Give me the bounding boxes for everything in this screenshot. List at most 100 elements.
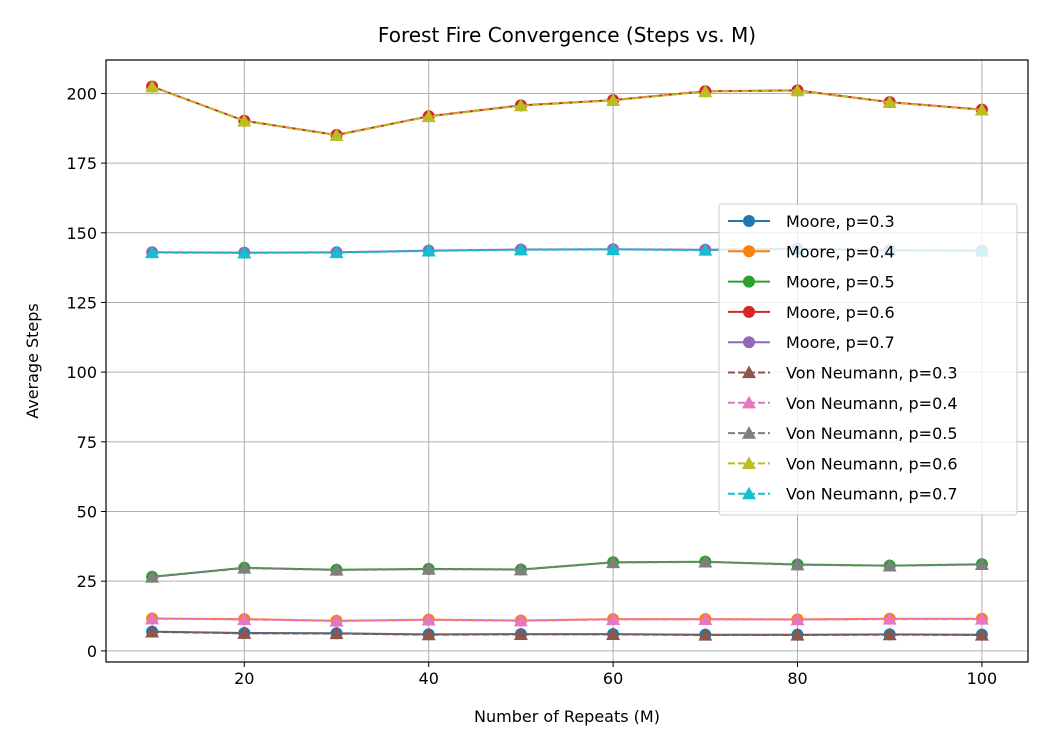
legend-label: Von Neumann, p=0.4	[786, 394, 958, 413]
y-tick-label: 150	[66, 224, 97, 243]
data-point	[145, 624, 160, 638]
legend-marker	[742, 456, 756, 469]
x-tick-label: 60	[603, 669, 623, 688]
data-point	[513, 613, 528, 627]
data-point	[790, 557, 805, 571]
series-9	[145, 79, 989, 141]
data-point	[145, 569, 160, 583]
y-tick-label: 25	[77, 572, 97, 591]
data-point	[790, 627, 805, 641]
data-point	[329, 245, 344, 259]
data-point	[606, 627, 621, 641]
legend-entry: Von Neumann, p=0.5	[728, 424, 958, 443]
data-point	[329, 614, 344, 627]
data-point	[145, 611, 160, 625]
legend-marker	[743, 275, 755, 288]
data-point	[421, 243, 436, 257]
data-point	[974, 612, 989, 625]
data-point	[606, 242, 621, 256]
data-point	[698, 243, 713, 256]
legend-entry: Moore, p=0.6	[728, 303, 895, 322]
data-point	[882, 612, 897, 625]
data-point	[513, 98, 528, 112]
legend-label: Von Neumann, p=0.5	[786, 424, 958, 443]
data-point	[513, 242, 528, 256]
legend-marker	[743, 305, 755, 318]
data-point	[882, 627, 897, 641]
data-point	[421, 612, 436, 626]
data-point	[790, 612, 805, 626]
series-6	[145, 624, 989, 641]
data-point	[329, 626, 344, 640]
legend-marker	[742, 395, 756, 409]
data-point	[237, 245, 252, 259]
legend-entry: Moore, p=0.3	[728, 212, 895, 231]
data-point	[145, 79, 160, 93]
legend-label: Von Neumann, p=0.3	[786, 364, 958, 383]
legend-label: Moore, p=0.7	[786, 333, 895, 352]
y-axis-label: Average Steps	[23, 303, 42, 419]
y-tick-label: 50	[77, 503, 97, 522]
data-point	[237, 114, 252, 127]
data-point	[421, 562, 436, 575]
legend-marker	[742, 426, 756, 439]
data-point	[421, 627, 436, 641]
y-tick-label: 0	[87, 642, 97, 661]
legend-label: Moore, p=0.5	[786, 273, 895, 292]
plot-series	[145, 79, 989, 641]
series-7	[145, 611, 989, 627]
data-point	[974, 627, 989, 641]
chart-title: Forest Fire Convergence (Steps vs. M)	[378, 23, 756, 47]
x-tick-label: 100	[967, 669, 998, 688]
axis-ticks: 20 40 60 80 100 0 25 50 75 100 125 150 175 200	[66, 84, 997, 688]
series-8	[145, 554, 989, 583]
legend-marker	[743, 215, 755, 227]
legend-label: Moore, p=0.4	[786, 242, 895, 261]
data-point	[237, 626, 252, 639]
legend-label: Moore, p=0.3	[786, 212, 895, 231]
data-point	[329, 128, 344, 141]
legend-entry: Moore, p=0.4	[728, 242, 895, 261]
data-point	[421, 109, 436, 123]
data-point	[790, 83, 805, 97]
y-tick-label: 75	[77, 433, 97, 452]
y-tick-label: 200	[66, 84, 97, 103]
series-line	[152, 630, 982, 636]
data-point	[513, 627, 528, 641]
x-tick-label: 20	[234, 669, 254, 688]
y-tick-label: 125	[66, 293, 97, 312]
legend-box	[718, 203, 1018, 516]
series-line	[152, 560, 982, 578]
legend-marker	[742, 365, 756, 379]
x-tick-label: 80	[787, 669, 807, 688]
y-tick-label: 100	[66, 363, 97, 382]
x-tick-label: 40	[419, 669, 439, 688]
legend-label: Moore, p=0.6	[786, 303, 895, 322]
data-point	[974, 557, 989, 571]
data-point	[974, 102, 989, 116]
data-point	[698, 612, 713, 625]
series-line	[151, 85, 982, 137]
legend-entry: Von Neumann, p=0.3	[728, 364, 958, 383]
data-point	[237, 561, 252, 574]
series-line	[152, 617, 982, 622]
data-point	[882, 558, 897, 572]
legend-marker	[743, 336, 755, 349]
data-point	[606, 612, 621, 625]
y-tick-label: 175	[66, 154, 97, 173]
legend-entry: Moore, p=0.7	[728, 333, 895, 352]
x-axis-label: Number of Repeats (M)	[474, 707, 660, 726]
legend-entry: Von Neumann, p=0.6	[728, 454, 958, 473]
legend-entry: Von Neumann, p=0.7	[728, 485, 958, 504]
data-point	[237, 612, 252, 625]
data-point	[882, 95, 897, 108]
legend-label: Von Neumann, p=0.7	[786, 485, 958, 504]
legend-marker	[743, 245, 755, 258]
legend-label: Von Neumann, p=0.6	[786, 454, 958, 473]
data-point	[698, 627, 713, 641]
data-point	[329, 563, 344, 576]
plot-frame	[105, 59, 1029, 663]
legend-marker	[742, 486, 756, 500]
data-point	[698, 84, 713, 98]
